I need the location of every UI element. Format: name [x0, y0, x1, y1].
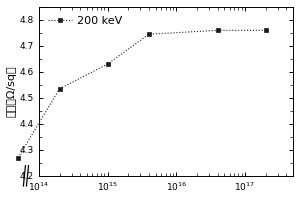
- 200 keV: [216, 29, 219, 32]
- 200 keV: [106, 63, 109, 65]
- Line: 200 keV: 200 keV: [57, 28, 268, 91]
- 200 keV: [147, 33, 151, 35]
- Y-axis label: 方阻（Ω/sq）: 方阻（Ω/sq）: [7, 66, 17, 117]
- 200 keV: [58, 88, 61, 90]
- Legend: 200 keV: 200 keV: [44, 12, 125, 29]
- 200 keV: [264, 29, 267, 32]
